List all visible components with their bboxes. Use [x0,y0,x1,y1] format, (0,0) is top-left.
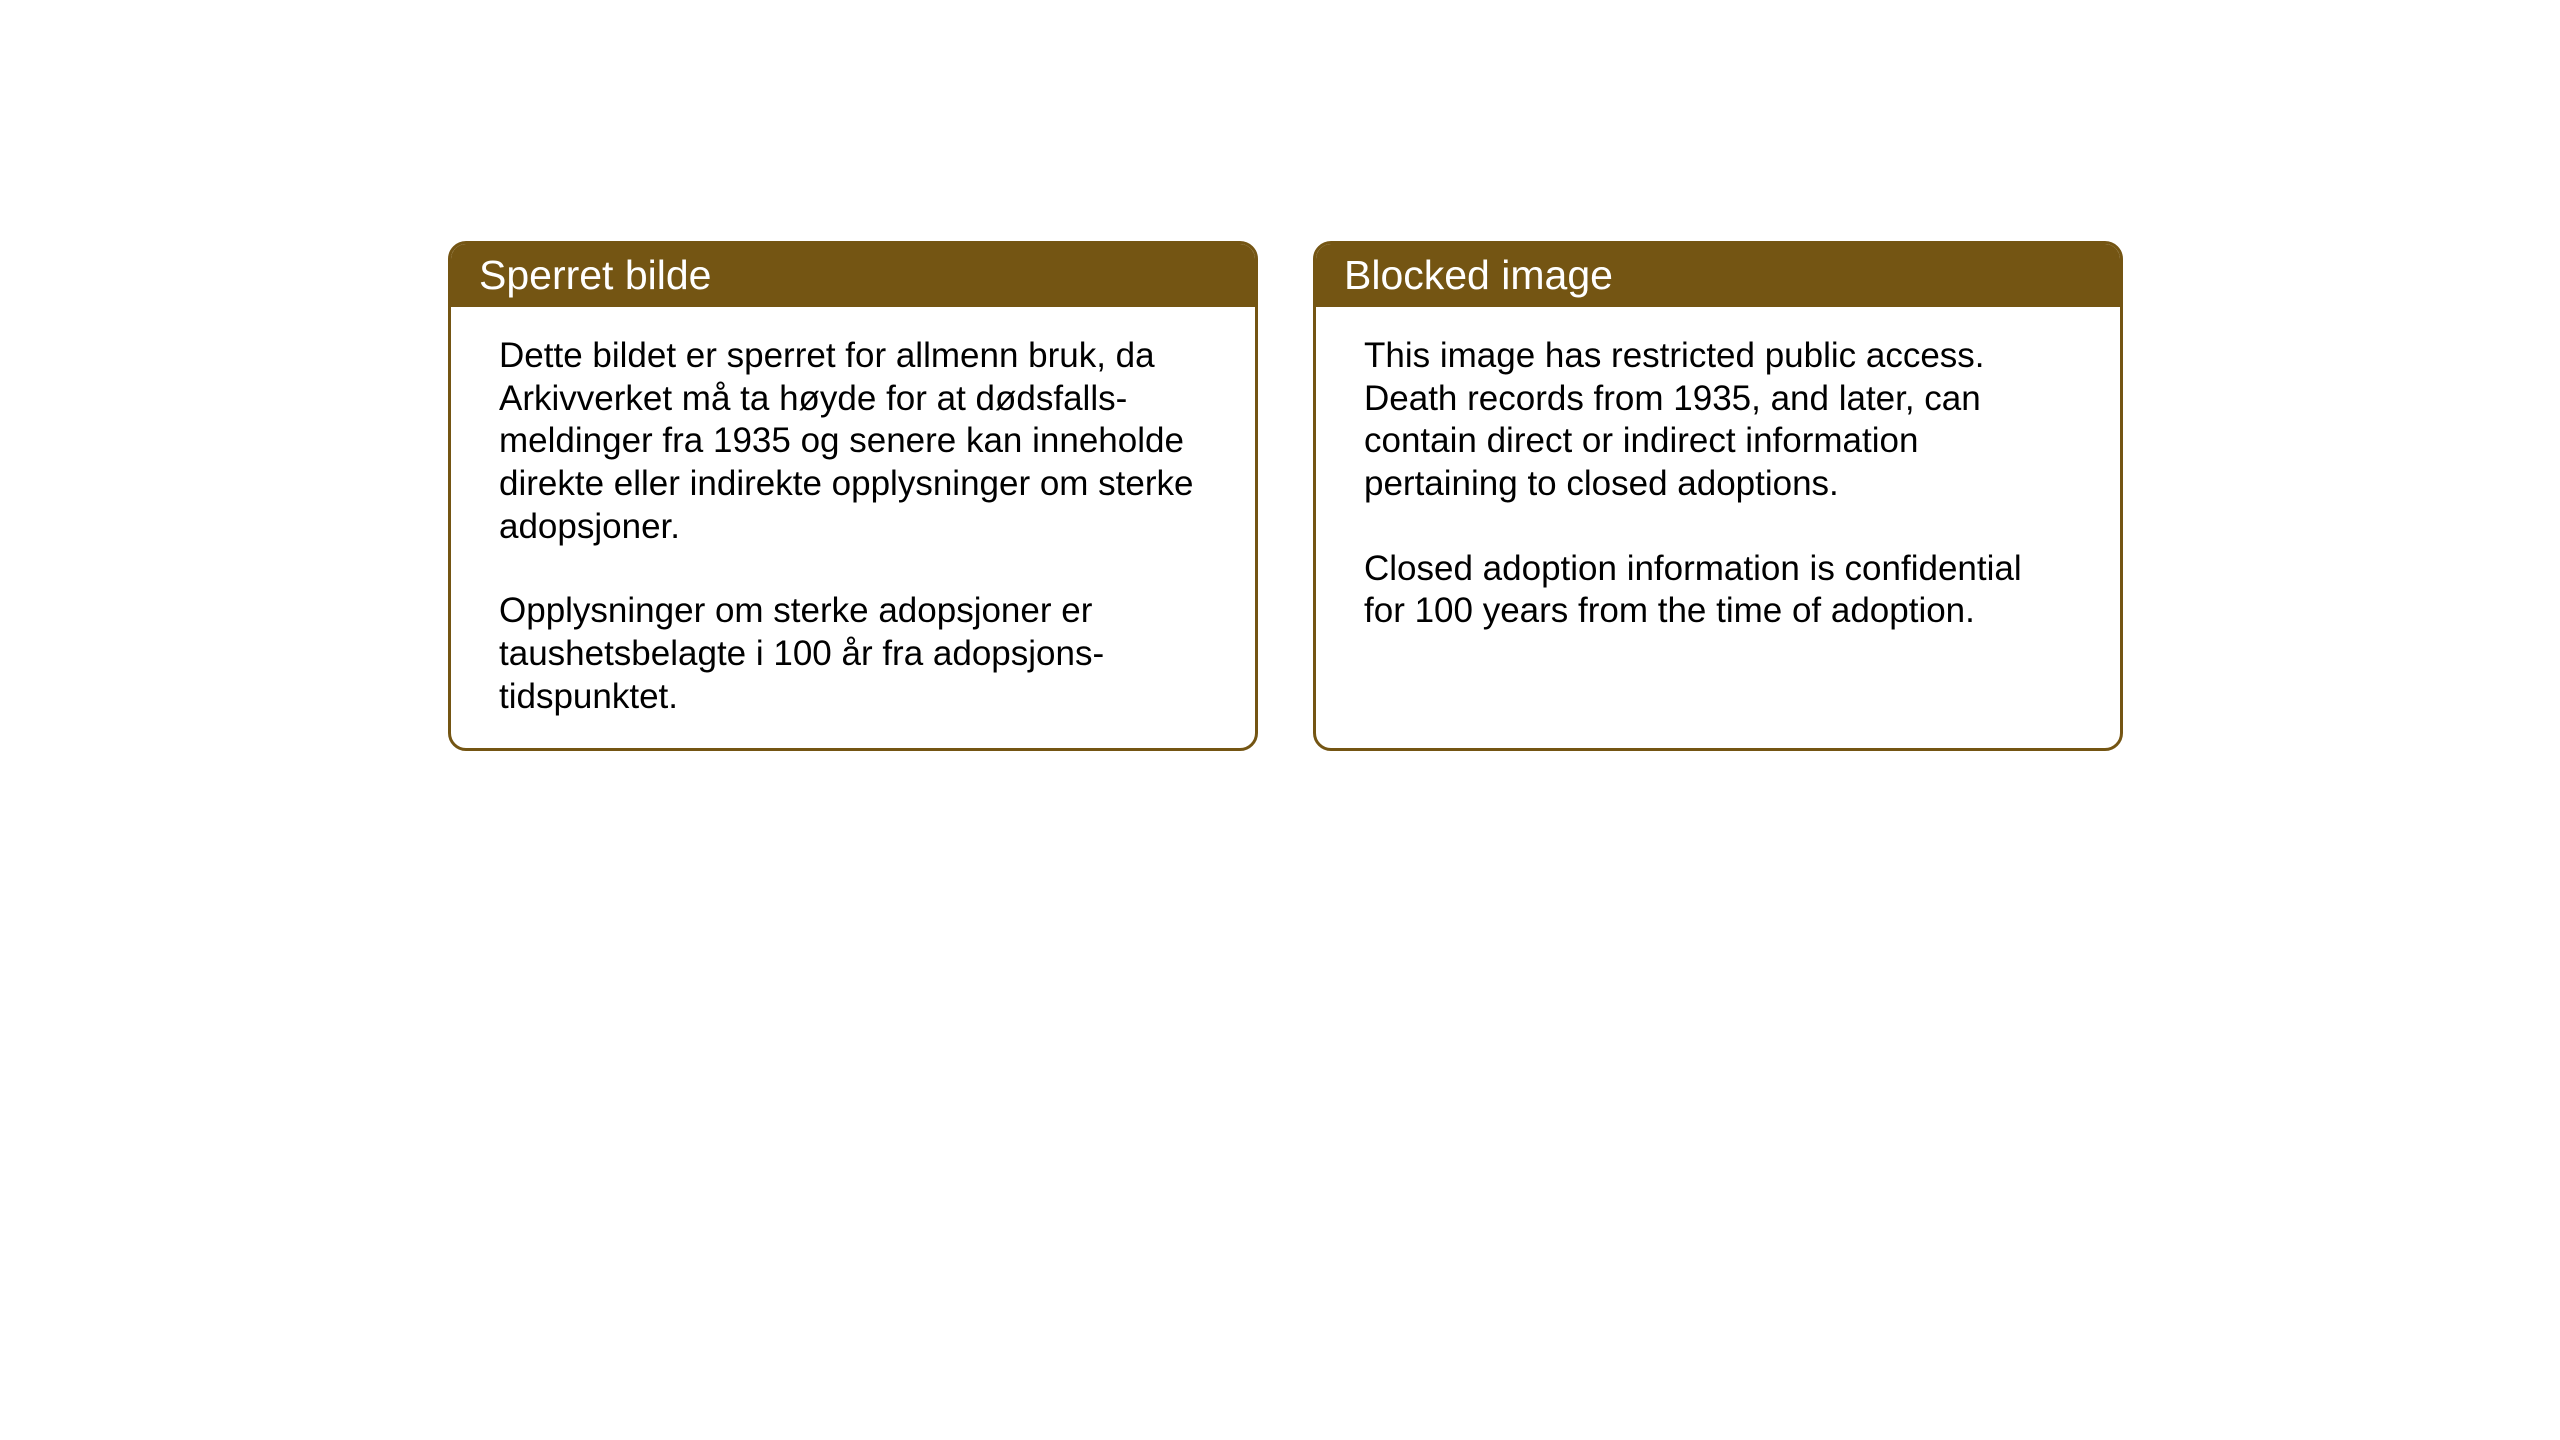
english-paragraph-2: Closed adoption information is confident… [1364,548,2072,633]
norwegian-card-body: Dette bildet er sperret for allmenn bruk… [451,307,1255,747]
english-card-header: Blocked image [1316,244,2120,307]
norwegian-card-title: Sperret bilde [479,252,711,298]
english-card-body: This image has restricted public access.… [1316,307,2120,661]
english-notice-card: Blocked image This image has restricted … [1313,241,2123,751]
norwegian-notice-card: Sperret bilde Dette bildet er sperret fo… [448,241,1258,751]
norwegian-card-header: Sperret bilde [451,244,1255,307]
english-card-title: Blocked image [1344,252,1613,298]
norwegian-paragraph-2: Opplysninger om sterke adopsjoner er tau… [499,590,1207,718]
english-paragraph-1: This image has restricted public access.… [1364,335,2072,506]
notice-cards-container: Sperret bilde Dette bildet er sperret fo… [448,241,2123,751]
norwegian-paragraph-1: Dette bildet er sperret for allmenn bruk… [499,335,1207,548]
